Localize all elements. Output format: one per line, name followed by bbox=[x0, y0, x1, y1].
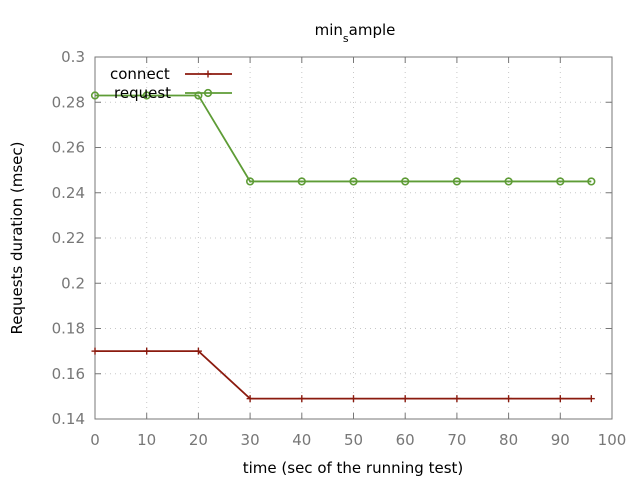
series-point-request-marker bbox=[556, 177, 565, 186]
x-tick-label: 20 bbox=[189, 431, 208, 449]
x-tick-label: 50 bbox=[344, 431, 363, 449]
y-tick-label: 0.18 bbox=[52, 320, 85, 338]
series-point-request-marker bbox=[246, 177, 255, 186]
chart-title: minsample bbox=[315, 21, 396, 45]
x-tick-label: 100 bbox=[598, 431, 627, 449]
series-line-request bbox=[95, 94, 592, 183]
series-point-request-marker bbox=[401, 177, 410, 186]
y-tick-label: 0.28 bbox=[52, 93, 85, 111]
series-layer bbox=[90, 91, 596, 403]
labels: minsample time (sec of the running test) R… bbox=[8, 21, 463, 477]
x-tick-label: 10 bbox=[137, 431, 156, 449]
y-tick-label: 0.16 bbox=[52, 365, 85, 383]
series-point-request-marker bbox=[90, 91, 100, 100]
y-tick-label: 0.26 bbox=[52, 139, 85, 157]
x-tick-label: 80 bbox=[499, 431, 518, 449]
x-tick-label: 60 bbox=[396, 431, 415, 449]
series-line-connect bbox=[95, 350, 592, 400]
y-tick-label: 0.22 bbox=[52, 229, 85, 247]
x-tick-label: 40 bbox=[292, 431, 311, 449]
x-tick-label: 70 bbox=[447, 431, 466, 449]
y-tick-label: 0.3 bbox=[61, 48, 85, 66]
axes bbox=[94, 56, 613, 420]
series-point-request-marker bbox=[452, 177, 462, 186]
y-tick-label: 0.14 bbox=[52, 410, 85, 428]
x-tick-label: 0 bbox=[90, 431, 100, 449]
legend-label-connect: connect bbox=[110, 65, 170, 83]
tick-labels: 0 10 20 30 40 50 60 70 80 90 100 0.14 0.16 0.18 0.2 0.2… bbox=[52, 48, 627, 449]
y-tick-label: 0.2 bbox=[61, 274, 85, 292]
legend-marker-request-marker bbox=[203, 88, 213, 98]
series-point-request-marker bbox=[142, 91, 151, 100]
y-axis-label: Requests duration (msec) bbox=[8, 141, 26, 334]
series-point-request-marker bbox=[587, 177, 596, 186]
series-point-request-marker bbox=[504, 177, 513, 186]
y-tick-label: 0.24 bbox=[52, 184, 85, 202]
x-tick-label: 90 bbox=[551, 431, 570, 449]
x-tick-label: 30 bbox=[241, 431, 260, 449]
grid bbox=[95, 57, 612, 419]
series-point-request-marker bbox=[297, 177, 306, 186]
legend-label-request: request bbox=[114, 84, 171, 102]
x-axis-label: time (sec of the running test) bbox=[243, 459, 464, 477]
series-point-request-marker bbox=[349, 177, 358, 186]
